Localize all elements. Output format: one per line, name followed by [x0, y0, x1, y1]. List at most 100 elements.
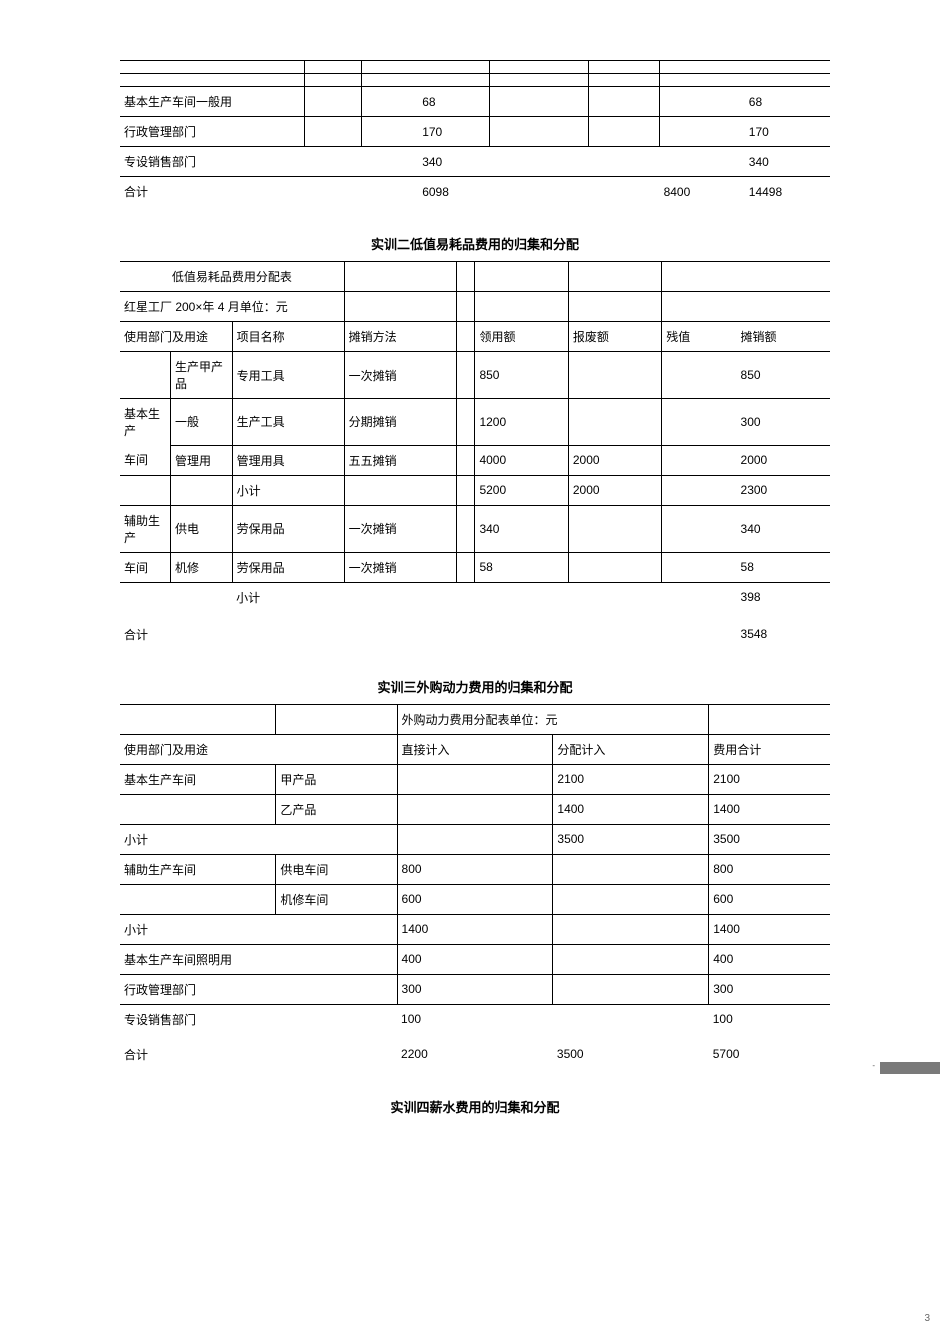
t2-method: 分期摊销: [344, 399, 456, 446]
t2-item: 劳保用品: [232, 552, 344, 582]
t2-sub: 管理用: [170, 445, 232, 475]
table-2: 低值易耗品费用分配表 红星工厂 200×年 4 月单位：元 使用部门及用途 项目…: [120, 261, 830, 649]
t2-sub: 生产甲产品: [170, 352, 232, 399]
t2-a4: 2300: [737, 475, 830, 505]
t3-c2: 2100: [553, 764, 709, 794]
t1-total: 68: [745, 87, 830, 117]
t3-col: 直接计入: [397, 734, 553, 764]
t2-method: 一次摊销: [344, 352, 456, 399]
table-1: 基本生产车间一般用 68 68 行政管理部门 170 170 专设销售部门 34…: [120, 60, 830, 206]
decorative-dash: -: [872, 1061, 875, 1070]
t1-v: 340: [418, 147, 489, 177]
t3-dept: 基本生产车间照明用: [120, 944, 397, 974]
t2-method: 一次摊销: [344, 505, 456, 552]
t2-a1: 850: [475, 352, 568, 399]
t2-a4: 850: [737, 352, 830, 399]
t3-c2: 3500: [553, 1034, 709, 1069]
t2-col: 摊销额: [737, 322, 830, 352]
t1-total: 170: [745, 117, 830, 147]
table-3: 外购动力费用分配表单位：元 使用部门及用途 直接计入 分配计入 费用合计 基本生…: [120, 704, 830, 1069]
t3-c3: 2100: [709, 764, 830, 794]
section2-title: 实训二低值易耗品费用的归集和分配: [120, 234, 830, 253]
t3-sub: 乙产品: [276, 794, 397, 824]
t3-sub: 甲产品: [276, 764, 397, 794]
t3-c1: 600: [397, 884, 553, 914]
t1-dept: 合计: [120, 177, 305, 207]
t2-method: 五五摊销: [344, 445, 456, 475]
t3-c3: 100: [709, 1004, 830, 1034]
t1-total: 14498: [745, 177, 830, 207]
t1-v: 68: [418, 87, 489, 117]
t2-a1: 5200: [475, 475, 568, 505]
decorative-bar: [880, 1062, 940, 1074]
t1-total: 340: [745, 147, 830, 177]
t2-header2: 红星工厂 200×年 4 月单位：元: [120, 292, 344, 322]
t2-col: 领用额: [475, 322, 568, 352]
t1-v: 170: [418, 117, 489, 147]
t2-dept: 辅助生产: [120, 505, 170, 552]
t3-c1: 100: [397, 1004, 553, 1034]
t1-v: 6098: [418, 177, 489, 207]
t3-dept: 行政管理部门: [120, 974, 397, 1004]
t2-sub: 机修: [170, 552, 232, 582]
t3-col: 分配计入: [553, 734, 709, 764]
t2-sub: 供电: [170, 505, 232, 552]
t2-col: 报废额: [568, 322, 661, 352]
t3-c3: 800: [709, 854, 830, 884]
t2-a4: 340: [737, 505, 830, 552]
t3-dept: 辅助生产车间: [120, 854, 276, 884]
t3-c1: 400: [397, 944, 553, 974]
t2-item: 生产工具: [232, 399, 344, 446]
t2-item: 专用工具: [232, 352, 344, 399]
t3-c3: 600: [709, 884, 830, 914]
t2-a4: 58: [737, 552, 830, 582]
t2-a2: [568, 352, 661, 399]
t3-col: 使用部门及用途: [120, 734, 397, 764]
t3-col: 费用合计: [709, 734, 830, 764]
t2-a1: 340: [475, 505, 568, 552]
t2-sub: 一般: [170, 399, 232, 446]
t2-a4: 2000: [737, 445, 830, 475]
t2-col: 残值: [662, 322, 737, 352]
t3-c3: 400: [709, 944, 830, 974]
t2-dept: 车间: [120, 445, 170, 475]
t2-dept: 车间: [120, 552, 170, 582]
t2-a4: 300: [737, 399, 830, 446]
t3-c1: 1400: [397, 914, 553, 944]
t3-sub: 机修车间: [276, 884, 397, 914]
t2-item: 劳保用品: [232, 505, 344, 552]
t2-item: 小计: [232, 475, 344, 505]
t2-dept: [120, 352, 170, 399]
t2-a2: 2000: [568, 475, 661, 505]
t3-c3: 1400: [709, 794, 830, 824]
t3-c3: 1400: [709, 914, 830, 944]
t2-dept: 合计: [120, 612, 232, 649]
t3-dept: 专设销售部门: [120, 1004, 397, 1034]
t2-a1: 4000: [475, 445, 568, 475]
t3-c3: 5700: [709, 1034, 830, 1069]
t1-dept: 基本生产车间一般用: [120, 87, 305, 117]
t2-a4: 3548: [737, 612, 830, 649]
t3-dept: 小计: [120, 914, 397, 944]
t2-dept: 基本生产: [120, 399, 170, 446]
t2-item: 小计: [232, 582, 344, 612]
t3-c2: 1400: [553, 794, 709, 824]
t2-a2: [568, 399, 661, 446]
t2-col: 项目名称: [232, 322, 344, 352]
t3-c3: 3500: [709, 824, 830, 854]
t3-c1: [397, 764, 553, 794]
t2-header1: 低值易耗品费用分配表: [120, 262, 344, 292]
t3-c3: 300: [709, 974, 830, 1004]
t2-a1: 1200: [475, 399, 568, 446]
t2-a2: 2000: [568, 445, 661, 475]
t1-dept: 专设销售部门: [120, 147, 305, 177]
t3-c2: 3500: [553, 824, 709, 854]
t3-c1: 2200: [397, 1034, 553, 1069]
t3-dept: 合计: [120, 1034, 397, 1069]
t3-c1: 300: [397, 974, 553, 1004]
t3-dept: 小计: [120, 824, 397, 854]
t2-col: 使用部门及用途: [120, 322, 232, 352]
t3-dept: 基本生产车间: [120, 764, 276, 794]
t3-header1: 外购动力费用分配表单位：元: [397, 704, 709, 734]
t3-sub: 供电车间: [276, 854, 397, 884]
